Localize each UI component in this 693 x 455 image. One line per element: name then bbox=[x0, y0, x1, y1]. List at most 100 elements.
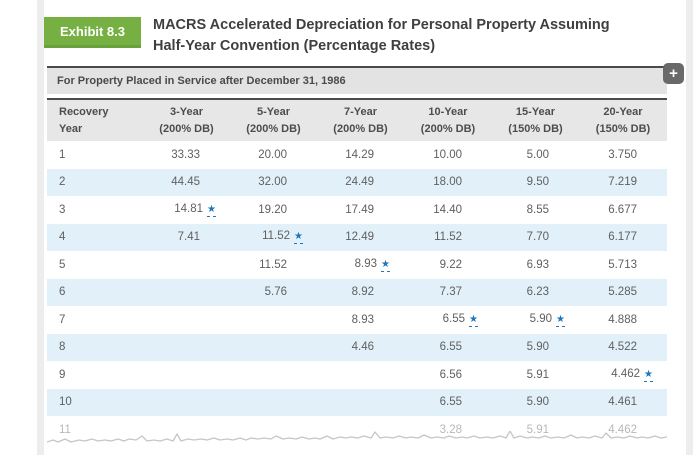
rate-cell: 5.00 bbox=[492, 141, 579, 169]
rate-cell: 3.750 bbox=[579, 141, 667, 169]
footnote-star-icon[interactable]: ★ bbox=[381, 258, 390, 272]
rate-value: 6.56 bbox=[439, 368, 462, 381]
rate-cell: 4.888 bbox=[579, 306, 667, 334]
rate-value: 7.41 bbox=[177, 231, 200, 244]
rate-value: 5.90 bbox=[526, 341, 549, 354]
rate-value: 6.23 bbox=[526, 286, 549, 299]
column-header-line1: 20-Year bbox=[603, 106, 643, 118]
rate-cell: 4.461 bbox=[579, 389, 667, 417]
table-row: 2 44.45 32.00 24.49 18.00 9.50 7.219 bbox=[47, 168, 667, 197]
torn-edge-decoration bbox=[47, 431, 667, 443]
row-year-cell: 2 bbox=[59, 176, 66, 189]
table-row: 6 5.76 8.92 7.37 6.23 5.285 bbox=[47, 278, 667, 307]
rate-value: 6.55 bbox=[439, 341, 462, 354]
column-header-line1: 3-Year bbox=[169, 106, 204, 118]
plus-icon: + bbox=[669, 65, 678, 82]
rate-cell bbox=[143, 279, 230, 307]
column-header: 20-Year (150% DB) bbox=[579, 99, 667, 141]
rate-value: 9.22 bbox=[439, 258, 462, 271]
rate-value: 7.219 bbox=[608, 176, 637, 189]
rate-cell: 8.92 bbox=[317, 279, 404, 307]
rate-cell: 32.00 bbox=[230, 169, 317, 197]
rate-value: 17.49 bbox=[345, 203, 374, 216]
column-header: 10-Year (200% DB) bbox=[404, 99, 492, 141]
rate-cell: 5.90 bbox=[492, 334, 579, 362]
rate-cell bbox=[317, 389, 404, 417]
rate-cell: 4.46 bbox=[317, 334, 404, 362]
column-header-line1: Recovery bbox=[59, 106, 109, 118]
rate-cell: 10.00 bbox=[404, 141, 492, 169]
rate-value: 44.45 bbox=[171, 176, 200, 189]
table-row: 7 8.93 6.55 ★ 5.90 ★ 4.888 bbox=[47, 306, 667, 334]
table-caption-text: For Property Placed in Service after Dec… bbox=[57, 75, 346, 87]
rate-value: 33.33 bbox=[171, 148, 200, 161]
rate-value: 19.20 bbox=[258, 203, 287, 216]
rate-value: 3.28 bbox=[439, 423, 462, 436]
rate-cell: 6.23 bbox=[492, 279, 579, 307]
rate-cell bbox=[230, 306, 317, 334]
rate-cell: 6.55 bbox=[404, 334, 492, 362]
rate-value: 8.92 bbox=[351, 286, 374, 299]
footnote-star-icon[interactable]: ★ bbox=[207, 203, 216, 217]
footnote-star-icon[interactable]: ★ bbox=[644, 368, 653, 382]
rate-value: 32.00 bbox=[258, 176, 287, 189]
footnote-star-icon[interactable]: ★ bbox=[469, 313, 478, 327]
rate-cell: 3.28 bbox=[404, 416, 492, 444]
rate-cell: 12.49 bbox=[317, 224, 404, 252]
rate-cell: 6.677 bbox=[579, 196, 667, 224]
rate-cell: 6.55 bbox=[404, 389, 492, 417]
rate-cell: 8.93 ★ bbox=[317, 251, 404, 279]
rate-cell bbox=[143, 334, 230, 362]
row-year-cell: 4 bbox=[59, 231, 66, 244]
column-header-line2: (200% DB) bbox=[159, 122, 214, 135]
row-year-cell: 3 bbox=[59, 203, 66, 216]
rate-value: 4.888 bbox=[608, 313, 637, 326]
rate-value: 3.750 bbox=[608, 148, 637, 161]
rate-value: 6.177 bbox=[608, 231, 637, 244]
rate-value: 5.76 bbox=[264, 286, 287, 299]
rate-cell: 7.41 bbox=[143, 224, 230, 252]
column-header-line2: (150% DB) bbox=[508, 122, 563, 135]
rate-value: 10.00 bbox=[433, 148, 462, 161]
column-header: 3-Year (200% DB) bbox=[143, 99, 230, 141]
row-year-cell: 1 bbox=[59, 148, 66, 161]
rate-value: 8.93 bbox=[354, 257, 378, 270]
column-header: 7-Year (200% DB) bbox=[317, 99, 404, 141]
rate-value: 6.55 bbox=[439, 396, 462, 409]
rate-value: 4.46 bbox=[351, 341, 374, 354]
rate-cell: 6.55 ★ bbox=[404, 306, 492, 334]
table-row: 10 6.55 5.90 4.461 bbox=[47, 388, 667, 417]
row-year-cell: 6 bbox=[59, 286, 66, 299]
footnote-star-icon[interactable]: ★ bbox=[294, 231, 303, 245]
rate-cell: 9.22 bbox=[404, 251, 492, 279]
table-caption-bar: For Property Placed in Service after Dec… bbox=[47, 66, 667, 94]
rate-cell: 5.285 bbox=[579, 279, 667, 307]
rate-cell: 7.70 bbox=[492, 224, 579, 252]
rate-value: 9.50 bbox=[526, 176, 549, 189]
rate-value: 8.55 bbox=[526, 203, 549, 216]
row-year-cell: 11 bbox=[59, 423, 71, 436]
rate-cell: 44.45 bbox=[143, 169, 230, 197]
rate-cell bbox=[230, 361, 317, 389]
rate-cell: 5.91 bbox=[492, 361, 579, 389]
rate-cell: 4.462 ★ bbox=[579, 361, 667, 389]
rate-value: 11.52 bbox=[434, 231, 462, 244]
rate-cell: 18.00 bbox=[404, 169, 492, 197]
row-year-cell: 5 bbox=[59, 258, 66, 271]
rate-value: 14.29 bbox=[345, 148, 374, 161]
rate-cell: 4.522 bbox=[579, 334, 667, 362]
rate-cell bbox=[143, 306, 230, 334]
footnote-star-icon[interactable]: ★ bbox=[556, 313, 565, 327]
row-year-cell: 8 bbox=[59, 341, 66, 354]
column-header-line2: (200% DB) bbox=[246, 122, 301, 135]
column-header: Recovery Year bbox=[47, 99, 143, 141]
rate-value: 6.93 bbox=[526, 258, 549, 271]
rate-cell: 5.713 bbox=[579, 251, 667, 279]
table-row: 3 14.81 ★ 19.20 17.49 14.40 8.55 6.677 bbox=[47, 196, 667, 224]
rate-value: 8.93 bbox=[351, 313, 374, 326]
rate-cell bbox=[143, 251, 230, 279]
expand-table-button[interactable]: + bbox=[663, 63, 684, 84]
rate-value: 6.55 bbox=[442, 312, 466, 325]
column-header-line1: 15-Year bbox=[515, 106, 556, 118]
rate-value: 7.37 bbox=[439, 286, 462, 299]
